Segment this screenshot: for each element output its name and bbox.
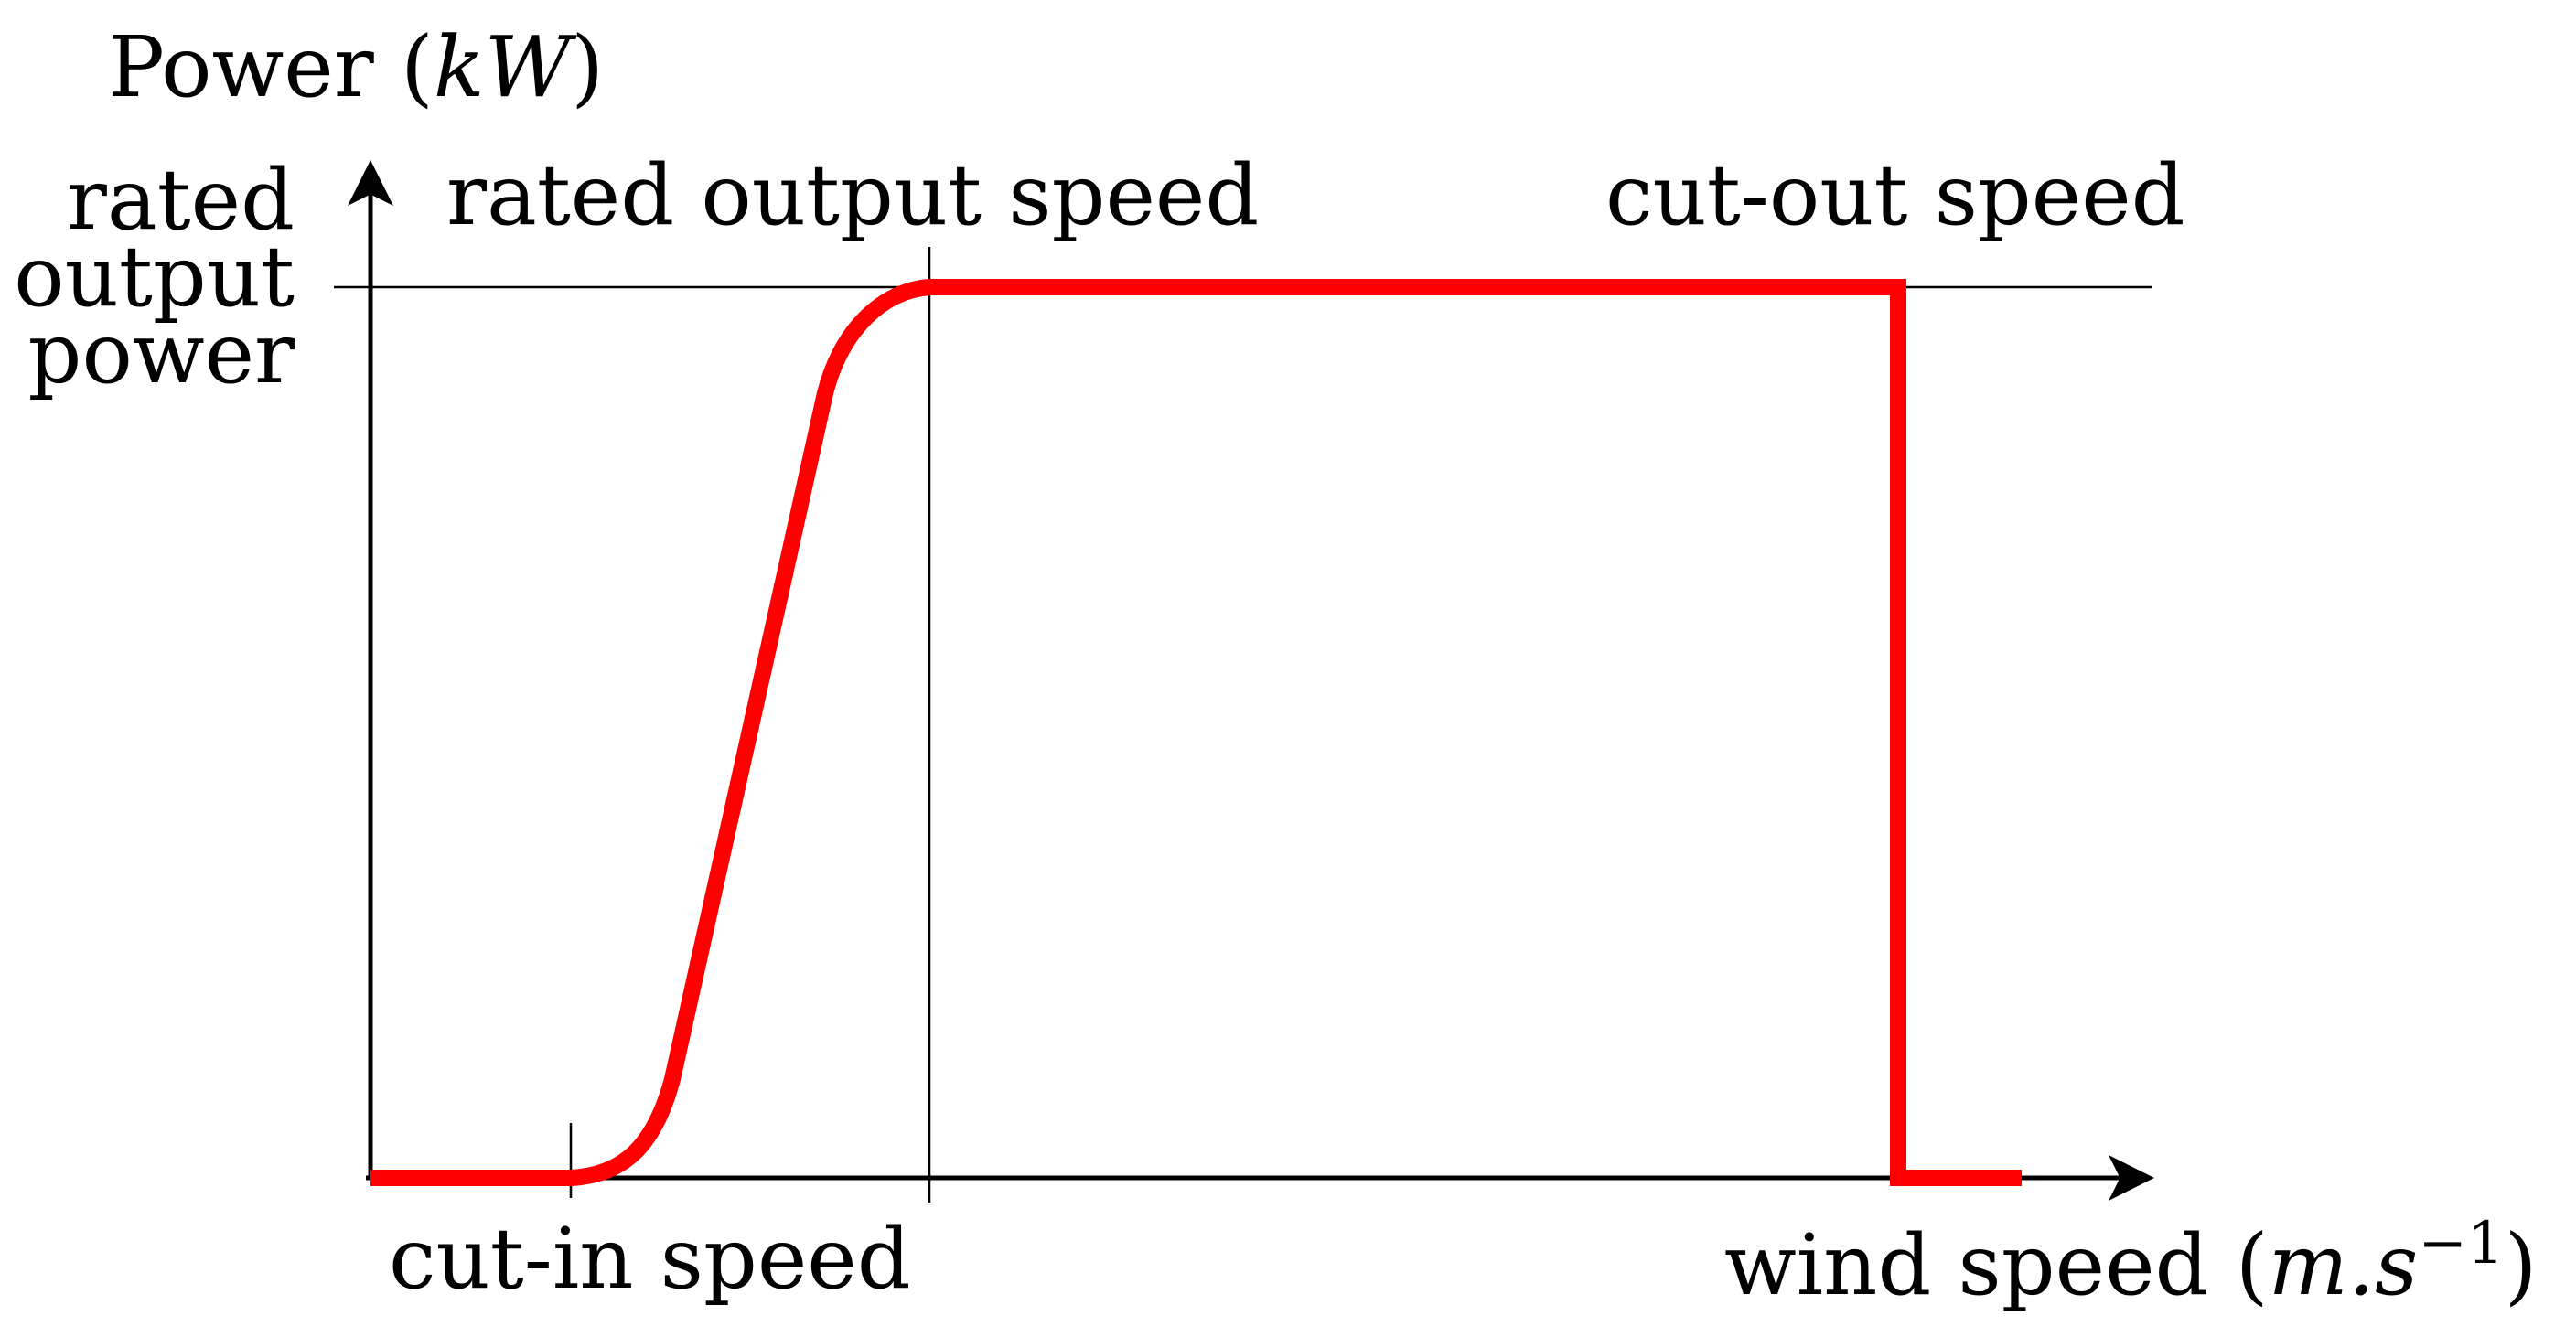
y-axis-label: Power (kW) — [108, 18, 604, 116]
x-axis-label-suffix: ) — [2505, 1216, 2538, 1314]
y-axis-label-unit: kW — [434, 18, 577, 116]
x-axis-label-unit-exponent: −1 — [2418, 1210, 2504, 1278]
rated-output-power-label-line-3: power — [28, 305, 295, 402]
rated-output-speed-label: rated output speed — [446, 146, 1259, 244]
y-axis-label-suffix: ) — [571, 18, 604, 116]
rated-output-power-label-line-2: output — [14, 228, 295, 326]
x-axis-label: wind speed (m.s−1) — [1724, 1210, 2538, 1314]
cut-in-speed-label: cut-in speed — [389, 1210, 911, 1308]
power-curve — [370, 279, 2022, 1186]
x-axis-label-prefix: wind speed ( — [1724, 1216, 2269, 1314]
rated-output-power-label-line-1: rated — [67, 151, 295, 249]
y-axis-label-prefix: Power ( — [108, 18, 434, 116]
x-axis-label-unit-base: m.s — [2269, 1216, 2419, 1314]
cut-out-speed-label: cut-out speed — [1605, 146, 2185, 244]
